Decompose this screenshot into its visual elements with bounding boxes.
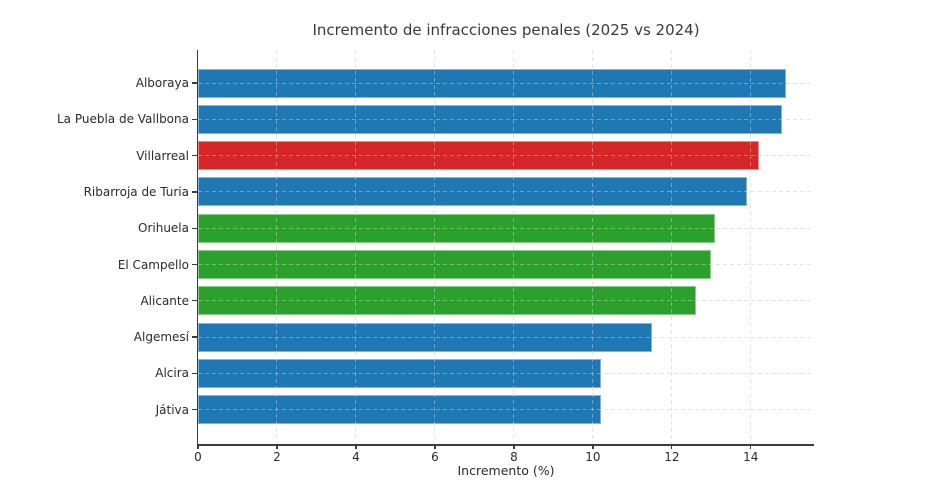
bar-el-campello <box>198 250 712 279</box>
y-tick-mark <box>192 154 197 157</box>
chart-title: Incremento de infracciones penales (2025… <box>312 21 700 39</box>
x-tick-label: 14 <box>743 450 759 464</box>
x-tick-label: 10 <box>585 450 601 464</box>
y-tick-mark <box>192 300 197 302</box>
v-gridline-overlay <box>276 50 278 444</box>
y-tick-label: Villarreal <box>136 148 189 163</box>
y-axis-line <box>196 50 198 445</box>
v-gridline <box>355 50 357 444</box>
h-gridline-overlay <box>198 82 814 84</box>
x-tick-mark <box>276 444 278 449</box>
x-tick-mark <box>355 444 357 449</box>
v-gridline-overlay <box>434 50 436 444</box>
h-gridline-overlay <box>198 372 814 374</box>
y-tick-mark <box>192 227 197 229</box>
y-tick-label: Alboraya <box>135 76 189 90</box>
x-tick-mark <box>592 444 594 449</box>
x-tick-mark <box>197 444 199 449</box>
x-tick-label: 4 <box>352 450 360 464</box>
h-gridline-overlay <box>198 409 814 411</box>
x-tick-label: 2 <box>273 450 281 464</box>
y-tick-label: Alicante <box>140 293 189 308</box>
h-gridline-overlay <box>198 191 814 193</box>
v-gridline <box>750 50 752 444</box>
x-tick-mark <box>434 444 436 449</box>
v-gridline-overlay <box>592 50 594 444</box>
v-gridline <box>513 50 515 444</box>
y-tick-label: La Puebla de Vallbona <box>56 112 189 127</box>
v-gridline-overlay <box>750 50 752 444</box>
x-axis-label: Incremento (%) <box>457 463 555 478</box>
v-gridline <box>671 50 673 444</box>
bar-villarreal <box>198 141 759 171</box>
x-tick-label: 6 <box>431 450 439 464</box>
x-tick-mark <box>750 444 752 449</box>
x-tick-label: 8 <box>510 450 518 464</box>
y-tick-mark <box>192 409 197 411</box>
v-gridline <box>592 50 594 444</box>
y-tick-label: Algemesí <box>133 330 189 345</box>
bar-algemes- <box>198 322 653 352</box>
h-gridline-overlay <box>198 155 814 157</box>
y-tick-label: El Campello <box>117 257 189 272</box>
plot-area <box>196 50 814 446</box>
v-gridline-overlay <box>355 50 357 444</box>
h-gridline-overlay <box>198 264 814 265</box>
h-gridline-overlay <box>198 336 814 338</box>
y-tick-label: Ribarroja de Turia <box>83 184 189 199</box>
y-tick-mark <box>192 372 197 375</box>
h-gridline-overlay <box>198 227 814 229</box>
v-gridline <box>434 50 436 444</box>
h-gridline-overlay <box>198 300 814 302</box>
bar-j-tiva <box>198 395 601 425</box>
v-gridline-overlay <box>671 50 673 444</box>
y-tick-label: Orihuela <box>138 221 189 236</box>
bar-la-puebla-de-vallbona <box>198 104 783 134</box>
x-tick-label: 0 <box>194 450 202 464</box>
y-tick-mark <box>192 118 197 120</box>
y-tick-mark <box>192 336 197 338</box>
x-tick-mark <box>513 444 515 449</box>
bar-alicante <box>198 286 696 316</box>
v-gridline-overlay <box>513 50 515 444</box>
h-gridline-overlay <box>198 118 814 120</box>
y-tick-mark <box>192 191 197 193</box>
y-tick-label: Alcira <box>155 366 189 381</box>
x-axis-line <box>196 444 814 446</box>
bar-alcira <box>198 358 601 388</box>
v-gridline <box>276 50 278 444</box>
y-tick-mark <box>192 263 197 266</box>
bar-orihuela <box>198 213 716 243</box>
bar-alboraya <box>198 68 787 98</box>
y-tick-label: Játiva <box>155 402 189 417</box>
bar-ribarroja-de-turia <box>198 177 747 207</box>
y-tick-mark <box>192 82 197 84</box>
x-tick-mark <box>671 444 673 449</box>
x-tick-label: 12 <box>664 450 680 464</box>
